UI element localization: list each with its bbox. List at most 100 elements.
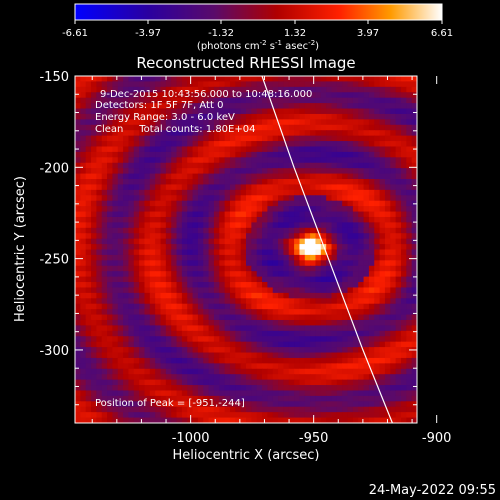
- heatmap-cell: [368, 244, 375, 251]
- heatmap-cell: [288, 357, 295, 364]
- heatmap-cell: [374, 341, 381, 348]
- heatmap-cell: [368, 146, 375, 153]
- heatmap-cell: [379, 173, 386, 180]
- heatmap-cell: [400, 216, 407, 223]
- heatmap-cell: [390, 390, 397, 397]
- heatmap-cell: [336, 336, 343, 343]
- heatmap-cell: [208, 352, 215, 359]
- heatmap-cell: [326, 309, 333, 316]
- heatmap-cell: [384, 265, 391, 272]
- heatmap-cell: [155, 76, 162, 83]
- heatmap-cell: [123, 108, 130, 115]
- heatmap-cell: [112, 379, 119, 386]
- heatmap-cell: [75, 168, 81, 175]
- heatmap-cell: [192, 303, 199, 310]
- heatmap-cell: [96, 260, 103, 267]
- heatmap-cell: [171, 385, 178, 392]
- heatmap-cell: [320, 76, 327, 83]
- heatmap-cell: [304, 157, 311, 164]
- heatmap-cell: [128, 189, 135, 196]
- heatmap-cell: [91, 341, 97, 348]
- heatmap-cell: [363, 233, 370, 240]
- heatmap-cell: [219, 341, 226, 348]
- heatmap-cell: [256, 81, 263, 88]
- heatmap-cell: [160, 401, 167, 408]
- heatmap-cell: [278, 124, 284, 131]
- heatmap-cell: [149, 309, 156, 316]
- heatmap-cell: [107, 238, 113, 245]
- heatmap-cell: [219, 92, 226, 99]
- heatmap-cell: [358, 86, 365, 93]
- heatmap-cell: [352, 314, 359, 321]
- heatmap-cell: [101, 298, 108, 305]
- heatmap-cell: [85, 108, 92, 115]
- heatmap-cell: [171, 184, 178, 191]
- heatmap-cell: [112, 168, 119, 175]
- heatmap-cell: [176, 336, 183, 343]
- heatmap-cell: [310, 412, 317, 419]
- heatmap-cell: [107, 249, 113, 256]
- heatmap-cell: [304, 244, 311, 251]
- heatmap-cell: [133, 184, 140, 191]
- heatmap-cell: [171, 417, 178, 423]
- heatmap-cell: [176, 390, 183, 397]
- heatmap-cell: [304, 309, 311, 316]
- heatmap-cell: [123, 363, 130, 370]
- heatmap-cell: [390, 379, 397, 386]
- heatmap-cell: [326, 265, 333, 272]
- heatmap-cell: [400, 157, 407, 164]
- heatmap-cell: [358, 113, 365, 120]
- heatmap-cell: [187, 113, 194, 120]
- heatmap-cell: [342, 173, 349, 180]
- heatmap-cell: [251, 135, 258, 142]
- heatmap-cell: [187, 406, 194, 413]
- heatmap-cell: [75, 374, 81, 381]
- heatmap-cell: [331, 119, 338, 126]
- heatmap-cell: [213, 206, 220, 213]
- heatmap-cell: [224, 244, 231, 251]
- heatmap-cell: [144, 357, 151, 364]
- heatmap-cell: [187, 276, 194, 283]
- heatmap-cell: [213, 135, 220, 142]
- heatmap-cell: [374, 298, 381, 305]
- heatmap-cell: [251, 282, 258, 289]
- heatmap-cell: [112, 222, 119, 229]
- heatmap-cell: [256, 406, 263, 413]
- heatmap-cell: [203, 81, 210, 88]
- heatmap-cell: [278, 287, 284, 294]
- heatmap-cell: [176, 401, 183, 408]
- heatmap-cell: [299, 401, 306, 408]
- heatmap-cell: [123, 395, 130, 402]
- heatmap-cell: [235, 417, 242, 423]
- heatmap-cell: [203, 385, 210, 392]
- heatmap-cell: [160, 260, 167, 267]
- heatmap-cell: [240, 81, 247, 88]
- heatmap-cell: [149, 374, 156, 381]
- heatmap-cell: [203, 406, 210, 413]
- heatmap-cell: [101, 417, 108, 423]
- heatmap-cell: [208, 113, 215, 120]
- heatmap-cell: [315, 368, 322, 375]
- heatmap-cell: [352, 298, 359, 305]
- heatmap-cell: [267, 357, 274, 364]
- heatmap-cell: [299, 81, 306, 88]
- heatmap-cell: [155, 135, 162, 142]
- heatmap-cell: [288, 368, 295, 375]
- heatmap-cell: [133, 412, 140, 419]
- heatmap-cell: [128, 103, 135, 110]
- heatmap-cell: [101, 401, 108, 408]
- heatmap-cell: [91, 173, 97, 180]
- heatmap-cell: [197, 211, 204, 218]
- heatmap-cell: [80, 216, 87, 223]
- heatmap-cell: [304, 385, 311, 392]
- heatmap-cell: [85, 309, 92, 316]
- heatmap-cell: [283, 168, 290, 175]
- heatmap-cell: [224, 76, 231, 83]
- heatmap-cell: [213, 314, 220, 321]
- heatmap-cell: [374, 357, 381, 364]
- heatmap-cell: [347, 352, 354, 359]
- heatmap-cell: [272, 347, 279, 354]
- heatmap-cell: [144, 92, 151, 99]
- heatmap-cell: [246, 325, 252, 332]
- heatmap-cell: [379, 113, 386, 120]
